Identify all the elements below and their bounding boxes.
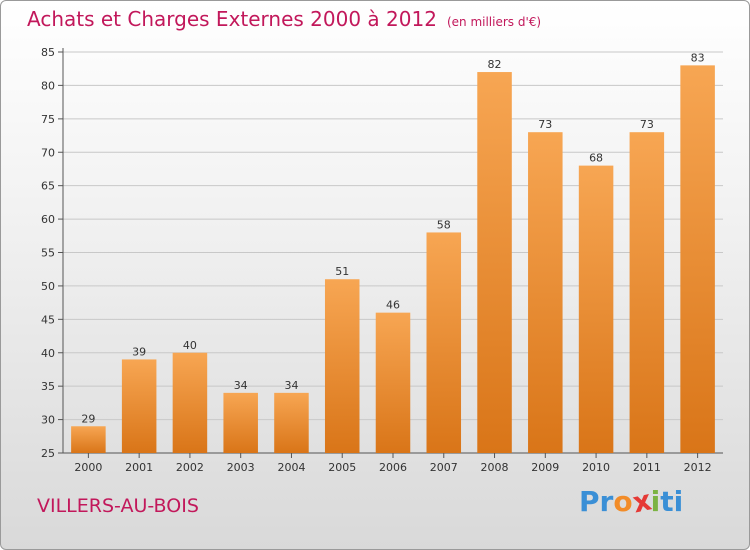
- chart-title: Achats et Charges Externes 2000 à 2012 (e…: [27, 7, 541, 31]
- data-label: 46: [386, 299, 400, 312]
- logo-letter: i: [650, 485, 661, 518]
- data-label: 83: [691, 51, 705, 64]
- data-label: 58: [437, 218, 451, 231]
- bar: [578, 165, 614, 453]
- proxiti-logo[interactable]: Proxiti: [579, 483, 684, 519]
- data-label: 29: [81, 412, 95, 425]
- y-tick-label: 70: [41, 146, 55, 159]
- bar: [71, 426, 106, 453]
- data-label: 82: [488, 58, 502, 71]
- data-label: 40: [183, 339, 197, 352]
- x-tick-label: 2009: [531, 461, 559, 474]
- bar: [477, 72, 512, 454]
- data-label: 73: [538, 118, 552, 131]
- bar: [680, 65, 715, 453]
- place-name: VILLERS-AU-BOIS: [37, 495, 199, 517]
- logo-letter: r: [599, 485, 614, 518]
- x-tick-label: 2008: [481, 461, 509, 474]
- data-label: 73: [640, 118, 654, 131]
- bar: [426, 232, 462, 453]
- x-tick-label: 2003: [227, 461, 255, 474]
- bars: [71, 65, 715, 454]
- x-tick-label: 2001: [125, 461, 153, 474]
- data-label: 51: [335, 265, 349, 278]
- data-label: 34: [234, 379, 248, 392]
- chart-title-text: Achats et Charges Externes 2000 à 2012: [27, 7, 437, 31]
- y-tick-label: 40: [41, 347, 55, 360]
- data-label: 68: [589, 152, 603, 165]
- x-tick-label: 2005: [328, 461, 356, 474]
- y-tick-label: 60: [41, 213, 55, 226]
- data-label: 34: [284, 379, 298, 392]
- y-tick-label: 85: [41, 46, 55, 59]
- x-tick-label: 2002: [176, 461, 204, 474]
- bar: [223, 392, 258, 453]
- y-tick-label: 80: [41, 79, 55, 92]
- y-tick-label: 45: [41, 313, 55, 326]
- x-tick-label: 2004: [277, 461, 305, 474]
- data-label: 39: [132, 345, 146, 358]
- logo-letter: o: [613, 485, 633, 518]
- x-tick-label: 2000: [74, 461, 102, 474]
- y-tick-label: 65: [41, 180, 55, 193]
- labels: 25 30 35 40 45 50 55 60 65 70 75 80 85 2000 29 2001 39 20…: [41, 46, 712, 474]
- bar: [121, 359, 157, 453]
- x-tick-label: 2007: [430, 461, 458, 474]
- y-tick-label: 25: [41, 447, 55, 460]
- bar: [172, 352, 208, 453]
- x-tick-label: 2011: [633, 461, 661, 474]
- y-tick-label: 50: [41, 280, 55, 293]
- bar: [629, 132, 665, 453]
- y-tick-label: 35: [41, 380, 55, 393]
- chart-subtitle: (en milliers d'€): [446, 15, 542, 29]
- x-tick-label: 2010: [582, 461, 610, 474]
- x-tick-label: 2012: [684, 461, 712, 474]
- bar: [375, 312, 411, 453]
- y-tick-label: 30: [41, 414, 55, 427]
- y-tick-label: 75: [41, 113, 55, 126]
- logo-letter: i: [673, 485, 684, 518]
- bar: [274, 392, 309, 453]
- bar: [324, 279, 360, 453]
- bar: [528, 132, 563, 453]
- y-tick-label: 55: [41, 247, 55, 260]
- logo-letter: t: [660, 485, 674, 518]
- x-tick-label: 2006: [379, 461, 407, 474]
- logo-letter: P: [579, 485, 600, 518]
